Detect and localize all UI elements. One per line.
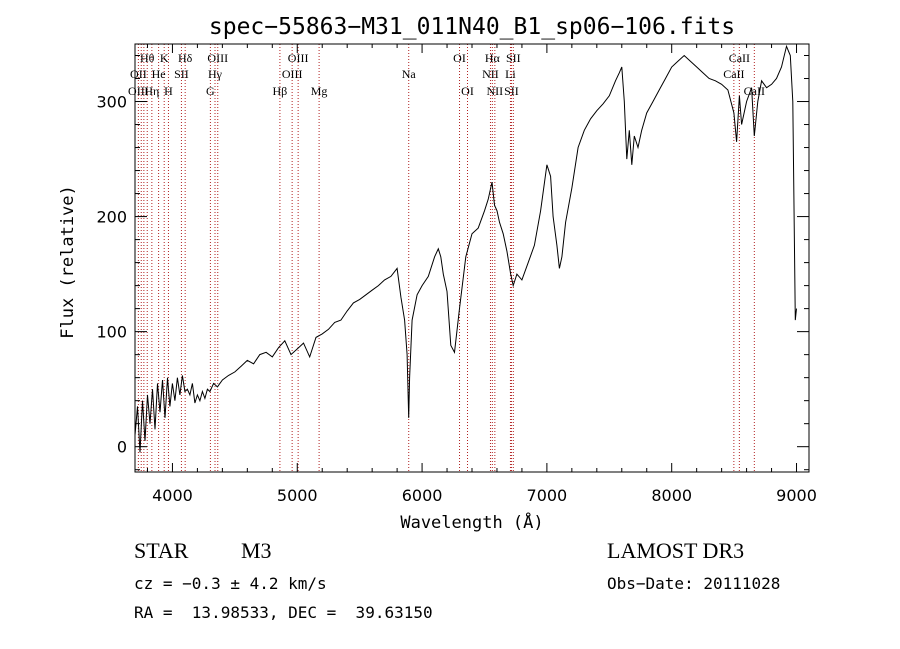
line-label: OI xyxy=(453,51,466,65)
line-label: Li xyxy=(505,67,516,81)
x-axis-label: Wavelength (Å) xyxy=(400,511,543,533)
survey-name: LAMOST DR3 xyxy=(607,538,745,563)
x-axis-ticks: 4000 5000 6000 7000 8000 9000 xyxy=(146,44,817,505)
line-markers xyxy=(137,44,755,472)
line-label: Hα xyxy=(485,51,501,65)
line-label: SII xyxy=(174,67,189,81)
y-tick-label: 300 xyxy=(96,93,127,112)
object-subclass: M3 xyxy=(241,538,272,563)
plot-frame xyxy=(134,43,810,473)
line-label: NII xyxy=(482,67,499,81)
y-axis-ticks: 0 100 200 300 xyxy=(96,55,809,471)
line-label: OIII xyxy=(128,84,149,98)
line-label: OIII xyxy=(207,51,228,65)
line-label: OII xyxy=(130,67,147,81)
line-label: OI xyxy=(461,84,474,98)
line-label: Na xyxy=(402,67,417,81)
line-label: He xyxy=(152,67,166,81)
line-label: NII xyxy=(487,84,504,98)
spectrum-line xyxy=(134,44,797,453)
x-tick-label: 8000 xyxy=(651,486,692,505)
line-label: CaII xyxy=(729,51,750,65)
line-label: Hη xyxy=(144,84,159,98)
line-label: Hγ xyxy=(208,67,223,81)
ra-dec: RA = 13.98533, DEC = 39.63150 xyxy=(134,603,433,622)
line-label: K xyxy=(160,51,169,65)
line-label: OIII xyxy=(282,67,303,81)
x-tick-label: 9000 xyxy=(776,486,817,505)
line-label: CaII xyxy=(723,67,744,81)
line-label: SII xyxy=(504,84,519,98)
y-tick-label: 0 xyxy=(117,438,127,457)
object-class: STAR xyxy=(134,538,189,563)
x-tick-label: 6000 xyxy=(402,486,443,505)
redshift-cz: cz = −0.3 ± 4.2 km/s xyxy=(134,574,327,593)
x-tick-label: 4000 xyxy=(152,486,193,505)
line-label: H xyxy=(164,84,173,98)
line-label: SII xyxy=(506,51,521,65)
obs-date: Obs−Date: 20111028 xyxy=(607,574,781,593)
x-tick-label: 5000 xyxy=(277,486,318,505)
line-label: Mg xyxy=(311,84,328,98)
line-label: OIII xyxy=(288,51,309,65)
y-tick-label: 100 xyxy=(96,323,127,342)
line-label: G xyxy=(206,84,215,98)
line-label: Hθ xyxy=(140,51,155,65)
chart-title: spec−55863−M31_011N40_B1_sp06−106.fits xyxy=(209,14,735,40)
y-axis-label: Flux (relative) xyxy=(58,185,78,339)
y-tick-label: 200 xyxy=(96,208,127,227)
line-annotations: Hθ K Hδ OIII OIII OI Hα SII CaII OII He SII Hγ OIII Na… xyxy=(128,51,765,98)
line-label: Hδ xyxy=(178,51,193,65)
line-label: Hβ xyxy=(273,84,288,98)
x-tick-label: 7000 xyxy=(527,486,568,505)
line-label: CaII xyxy=(744,84,765,98)
